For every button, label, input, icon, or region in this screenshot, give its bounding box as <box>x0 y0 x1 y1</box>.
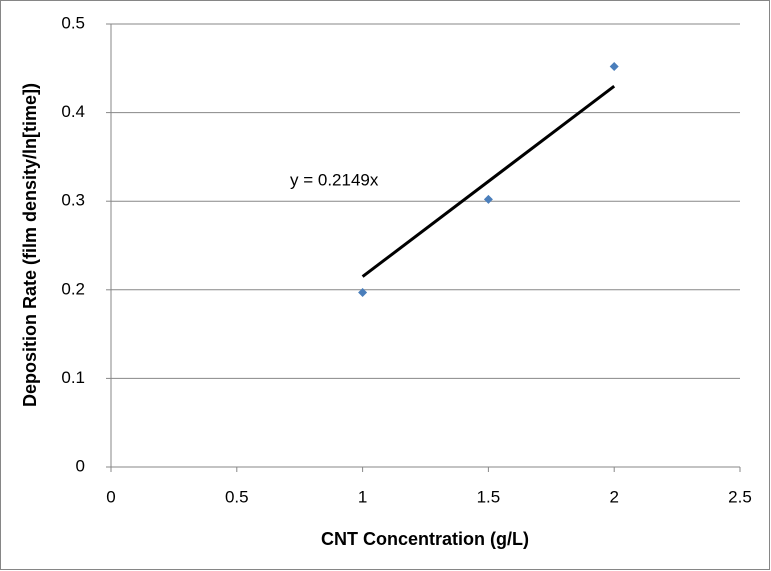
data-point <box>358 287 368 297</box>
y-tick-label: 0.1 <box>61 368 85 387</box>
x-tick-label: 0.5 <box>225 487 249 506</box>
trendline-equation: y = 0.2149x <box>290 170 379 189</box>
x-axis-title: CNT Concentration (g/L) <box>321 529 529 549</box>
data-point <box>609 62 619 72</box>
trendline <box>361 85 616 278</box>
x-tick-label: 1 <box>358 487 367 506</box>
data-point <box>483 194 493 204</box>
y-tick-label: 0.3 <box>61 191 85 210</box>
y-tick-label: 0.2 <box>61 279 85 298</box>
y-tick-label: 0 <box>76 456 85 475</box>
x-tick-label: 2.5 <box>728 487 752 506</box>
x-tick-label: 0 <box>106 487 115 506</box>
y-axis-title: Deposition Rate (film density/ln[time]) <box>20 83 40 407</box>
x-tick-label: 1.5 <box>477 487 501 506</box>
y-tick-label: 0.4 <box>61 102 85 121</box>
x-tick-label: 2 <box>609 487 618 506</box>
y-tick-label: 0.5 <box>61 13 85 32</box>
